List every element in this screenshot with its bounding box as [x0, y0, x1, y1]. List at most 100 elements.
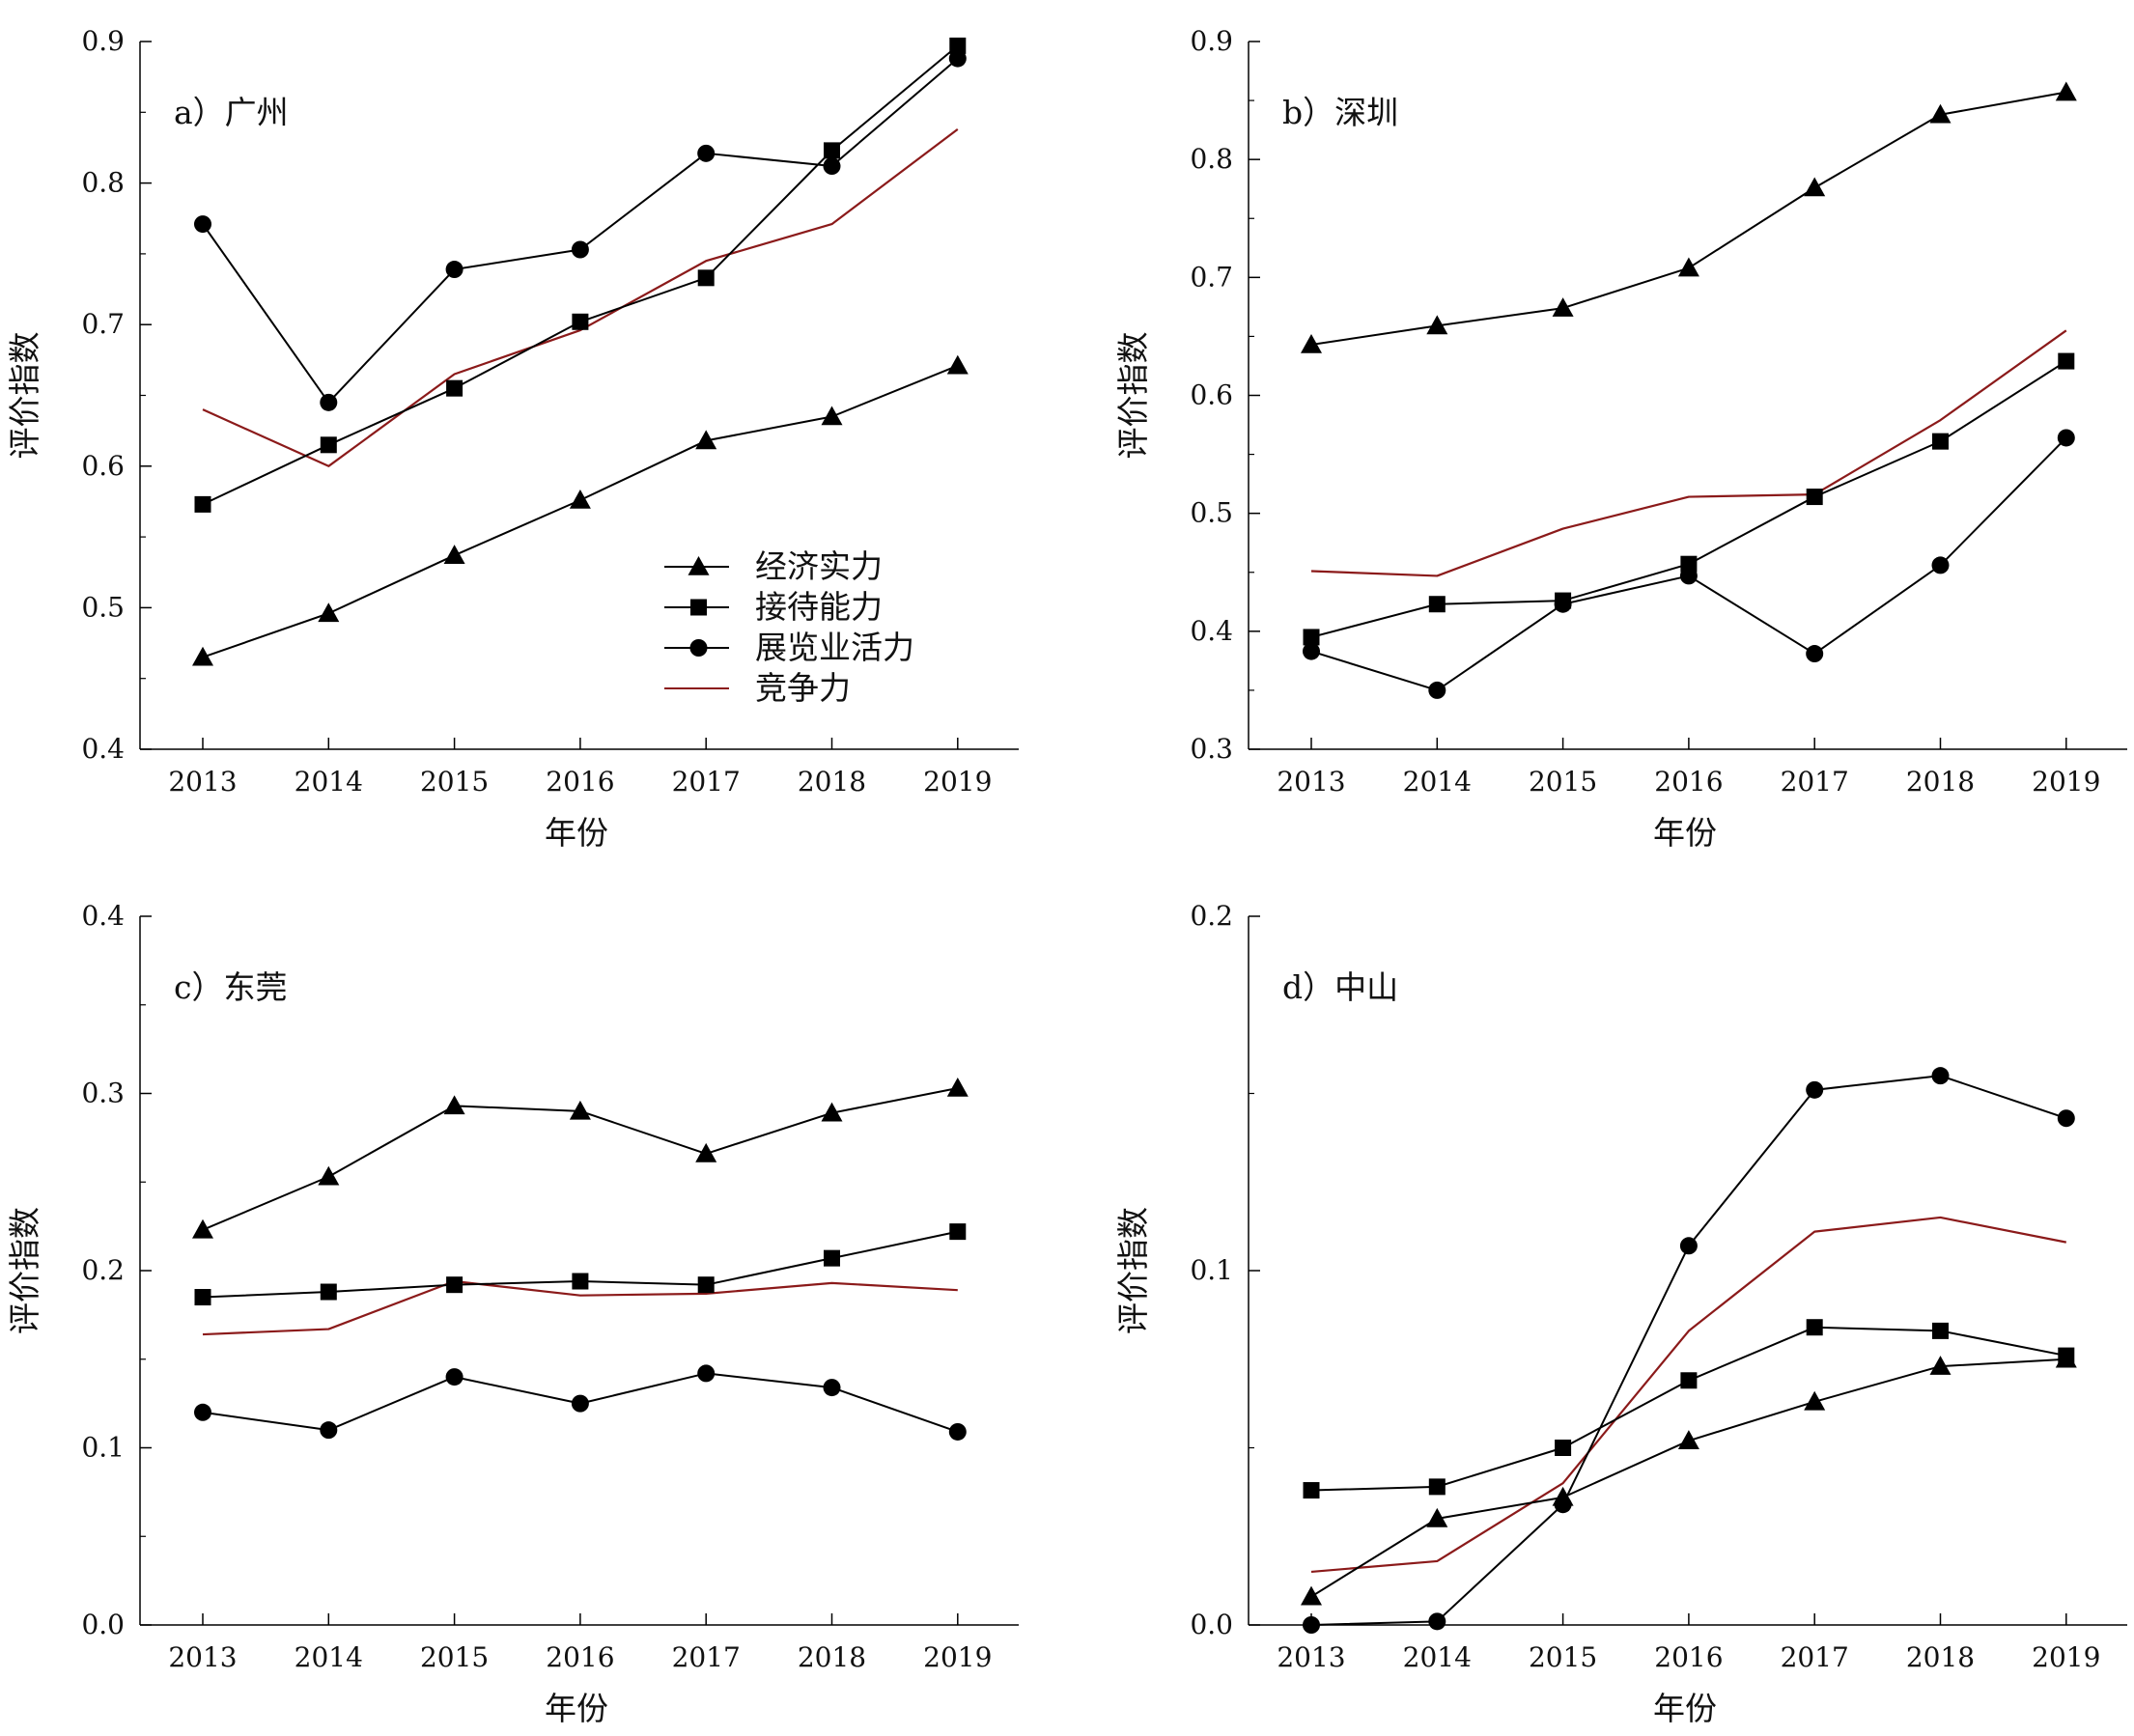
data-point-square [2058, 1347, 2075, 1364]
y-tick-label: 0.4 [1190, 615, 1233, 647]
data-point-square [697, 269, 715, 287]
x-tick-label: 2019 [923, 1641, 992, 1673]
data-point-circle [194, 215, 211, 234]
series-line-none [1310, 1216, 2067, 1574]
legend-label: 展览业活力 [755, 629, 914, 666]
data-point-triangle [946, 354, 969, 375]
chart-panel-2: 0.0 0.1 0.2 0.3 0.4 2013 2014 2015 2016 2017 2018 2… [6, 900, 1019, 1727]
data-point-triangle [1804, 1390, 1826, 1411]
data-point-circle [2057, 1109, 2075, 1128]
data-point-triangle [946, 1077, 969, 1097]
data-point-circle [1303, 642, 1320, 660]
data-point-square [824, 1249, 840, 1267]
data-point-circle [1931, 556, 1950, 574]
data-point-circle [571, 240, 589, 259]
x-tick-label: 2014 [1403, 766, 1472, 798]
y-tick-label: 0.6 [81, 450, 125, 482]
y-tick-label: 0.1 [1190, 1254, 1233, 1286]
panel-label: b）深圳 [1282, 94, 1398, 131]
y-tick-label: 0.5 [81, 591, 125, 623]
data-point-circle [445, 1368, 463, 1386]
x-tick-label: 2013 [168, 766, 237, 798]
y-tick-label: 0.9 [1190, 25, 1233, 57]
data-point-circle [2057, 429, 2075, 447]
data-point-circle [1679, 567, 1698, 585]
y-tick-label: 0.5 [1190, 497, 1233, 529]
x-tick-label: 2018 [798, 1641, 866, 1673]
x-tick-label: 2013 [1277, 1641, 1345, 1673]
data-point-circle [1428, 1612, 1446, 1631]
x-tick-label: 2016 [1654, 766, 1723, 798]
legend-label: 接待能力 [755, 588, 883, 626]
y-tick-label: 0.8 [1190, 143, 1233, 175]
legend-marker-triangle [688, 556, 710, 575]
x-tick-label: 2016 [546, 766, 614, 798]
y-tick-label: 0.0 [81, 1609, 125, 1640]
data-point-triangle [1426, 315, 1448, 335]
legend-marker-circle [689, 639, 708, 657]
data-point-square [1428, 1478, 1446, 1496]
series-line-circle [202, 57, 959, 404]
x-tick-label: 2017 [1781, 1641, 1849, 1673]
x-axis-title: 年份 [1653, 1690, 1717, 1727]
legend-label: 竞争力 [755, 669, 851, 707]
x-tick-label: 2019 [923, 766, 992, 798]
data-point-triangle [192, 646, 213, 666]
data-point-circle [445, 261, 463, 279]
y-tick-label: 0.2 [81, 1254, 125, 1286]
data-point-square [194, 1289, 211, 1306]
y-tick-label: 0.8 [81, 167, 125, 199]
y-tick-label: 0.0 [1190, 1609, 1233, 1640]
x-tick-label: 2016 [1654, 1641, 1723, 1673]
x-tick-label: 2013 [168, 1641, 237, 1673]
data-point-triangle [1426, 1507, 1448, 1527]
chart-panel-0: 0.4 0.5 0.6 0.7 0.8 0.9 2013 2014 2015 2016 2017 20… [6, 25, 1019, 852]
data-point-triangle [1804, 177, 1826, 197]
x-tick-label: 2015 [1529, 1641, 1597, 1673]
series-line-none [202, 128, 959, 467]
y-tick-label: 0.3 [1190, 733, 1233, 765]
data-point-square [194, 495, 211, 513]
data-point-circle [1554, 1496, 1572, 1514]
data-point-square [320, 436, 337, 454]
data-point-square [1680, 555, 1698, 573]
data-point-triangle [443, 1095, 465, 1115]
x-tick-label: 2019 [2032, 766, 2100, 798]
y-tick-label: 0.4 [81, 733, 125, 765]
data-point-triangle [1301, 1585, 1322, 1606]
data-point-square [1932, 1322, 1949, 1339]
series-line-square [202, 44, 959, 506]
y-axis-title: 评价指数 [6, 1207, 43, 1334]
data-point-square [824, 142, 840, 159]
data-point-circle [948, 1422, 967, 1441]
x-tick-label: 2015 [420, 766, 489, 798]
x-axis-title: 年份 [545, 814, 608, 852]
x-tick-label: 2018 [1906, 766, 1975, 798]
data-point-circle [1806, 1080, 1824, 1099]
data-point-square [2058, 352, 2075, 370]
chart-panel-1: 0.3 0.4 0.5 0.6 0.7 0.8 0.9 2013 2014 2015 2016 201… [1114, 25, 2127, 852]
data-point-square [949, 1223, 967, 1241]
data-point-circle [1303, 1616, 1320, 1634]
data-point-triangle [192, 1218, 213, 1239]
data-point-square [1806, 1319, 1823, 1336]
x-tick-label: 2014 [295, 766, 363, 798]
data-point-triangle [443, 545, 465, 564]
y-tick-label: 0.1 [81, 1432, 125, 1464]
data-point-triangle [318, 1165, 340, 1186]
data-point-square [1932, 433, 1949, 450]
y-tick-label: 0.2 [1190, 900, 1233, 932]
series-line-none [202, 1279, 958, 1336]
data-point-square [572, 313, 589, 330]
data-point-triangle [1677, 1430, 1699, 1449]
data-point-circle [697, 144, 716, 162]
data-point-triangle [821, 1102, 843, 1122]
data-point-circle [1679, 1237, 1698, 1255]
data-point-triangle [695, 430, 717, 450]
x-axis-title: 年份 [545, 1690, 608, 1727]
data-point-square [1303, 629, 1320, 646]
x-tick-label: 2017 [1781, 766, 1849, 798]
data-point-circle [823, 1379, 841, 1397]
data-point-triangle [1929, 103, 1951, 124]
